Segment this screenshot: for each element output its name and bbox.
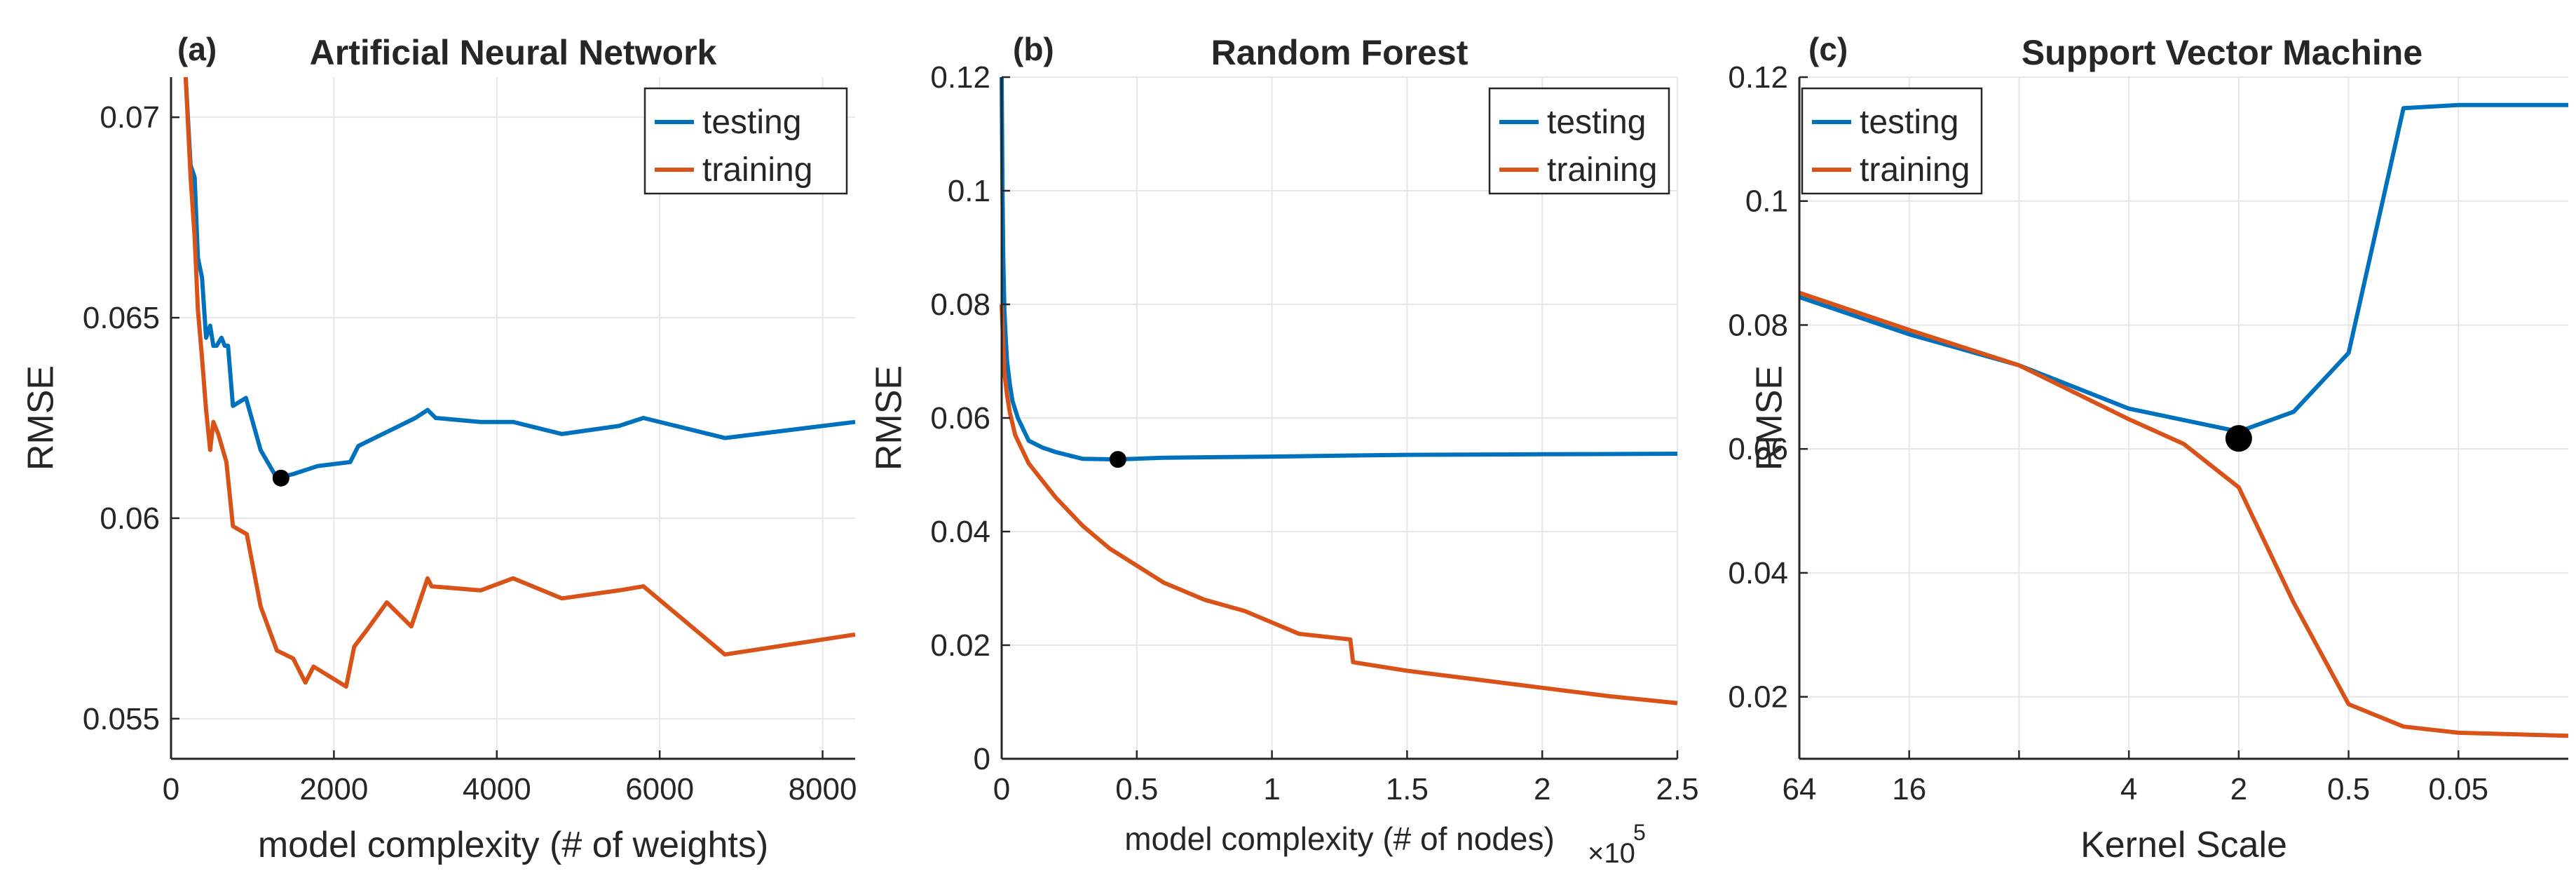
optimum-marker: [2225, 425, 2252, 452]
panel-letter: (a): [177, 31, 217, 67]
panel-1: 0 2000 4000 6000 8000 0.055 0.06 0.065 0.07 model…: [21, 31, 857, 865]
series-line-testing: [1000, 76, 1678, 462]
series-line-training: [183, 76, 856, 689]
y-tick-label: 0.12: [930, 60, 990, 95]
x-tick-label: 4: [2120, 772, 2137, 806]
x-axis-label: model complexity (# of nodes): [1124, 820, 1555, 857]
legend-label-training: training: [1547, 151, 1657, 189]
x-axis-label: model complexity (# of weights): [258, 825, 768, 865]
x-tick-label: 16: [1892, 772, 1926, 806]
x-tick-label: 6000: [625, 772, 694, 806]
x-tick-label: 2.5: [1656, 772, 1698, 806]
x-tick-label: 8000: [789, 772, 857, 806]
y-tick-label: 0.02: [930, 628, 990, 663]
y-tick-label: 0.08: [930, 288, 990, 322]
y-tick-label: 0.06: [1728, 432, 1788, 466]
legend-box: [643, 87, 848, 195]
legend-label-training: training: [702, 151, 812, 189]
legend-box: [1488, 87, 1670, 195]
legend: testing training: [643, 87, 848, 195]
y-tick-label: 0: [974, 742, 990, 776]
x-tick-label: 0.5: [2327, 772, 2370, 806]
x-axis-label: Kernel Scale: [2080, 825, 2287, 865]
x-tick-label: 2000: [299, 772, 368, 806]
x-tick-label: 1.5: [1386, 772, 1429, 806]
x-tick-label: 0.05: [2428, 772, 2488, 806]
y-tick-label: 0.06: [930, 401, 990, 435]
y-tick-label: 0.02: [1728, 680, 1788, 715]
y-axis-label: RMSE: [869, 365, 910, 471]
legend-label-training: training: [1860, 151, 1970, 189]
optimum-marker: [272, 469, 289, 487]
panel-3: 64 16 4 2 0.5 0.05 0.02 0.04 0.06 0.08 0.1 0.12 Kern…: [1728, 31, 2569, 865]
x-tick-label: 0: [163, 772, 179, 806]
y-tick-label: 0.04: [1728, 556, 1788, 590]
legend: testing training: [1801, 87, 1983, 195]
panel-letter: (b): [1013, 31, 1054, 67]
x-exponent-label: ×10: [1588, 838, 1635, 869]
legend: testing training: [1488, 87, 1670, 195]
series-line-training: [1000, 304, 1678, 705]
y-axis-label: RMSE: [21, 365, 62, 471]
x-tick-label: 64: [1783, 772, 1817, 806]
panel-letter: (c): [1808, 31, 1848, 67]
panel-title: Artificial Neural Network: [310, 33, 717, 72]
y-tick-label: 0.1: [948, 174, 990, 208]
x-tick-label: 0.5: [1115, 772, 1158, 806]
x-tick-label: 2: [2230, 772, 2247, 806]
legend-label-testing: testing: [1860, 104, 1958, 141]
y-tick-label: 0.1: [1745, 184, 1788, 219]
series-line-training: [1799, 290, 2569, 738]
y-tick-label: 0.055: [83, 702, 160, 736]
x-tick-label: 2: [1534, 772, 1551, 806]
y-tick-label: 0.04: [930, 515, 990, 549]
y-tick-label: 0.07: [100, 100, 160, 135]
panel-2: 0 0.5 1 1.5 2 2.5 0 0.02 0.04 0.06 0.08 0.1 0.12 mode…: [869, 31, 1699, 869]
legend-box: [1801, 87, 1983, 195]
x-exponent-power: 5: [1633, 820, 1646, 845]
legend-label-testing: testing: [702, 104, 801, 141]
y-tick-label: 0.08: [1728, 308, 1788, 342]
y-axis-label: RMSE: [1750, 365, 1790, 471]
y-tick-label: 0.12: [1728, 60, 1788, 95]
x-tick-label: 0: [993, 772, 1010, 806]
panel-title: Random Forest: [1211, 33, 1468, 72]
y-tick-label: 0.06: [100, 501, 160, 536]
x-tick-label: 1: [1263, 772, 1280, 806]
panel-title: Support Vector Machine: [2022, 33, 2422, 72]
y-tick-label: 0.065: [83, 301, 160, 335]
legend-label-testing: testing: [1547, 104, 1646, 141]
optimum-marker: [1109, 451, 1126, 468]
x-tick-label: 4000: [463, 772, 531, 806]
